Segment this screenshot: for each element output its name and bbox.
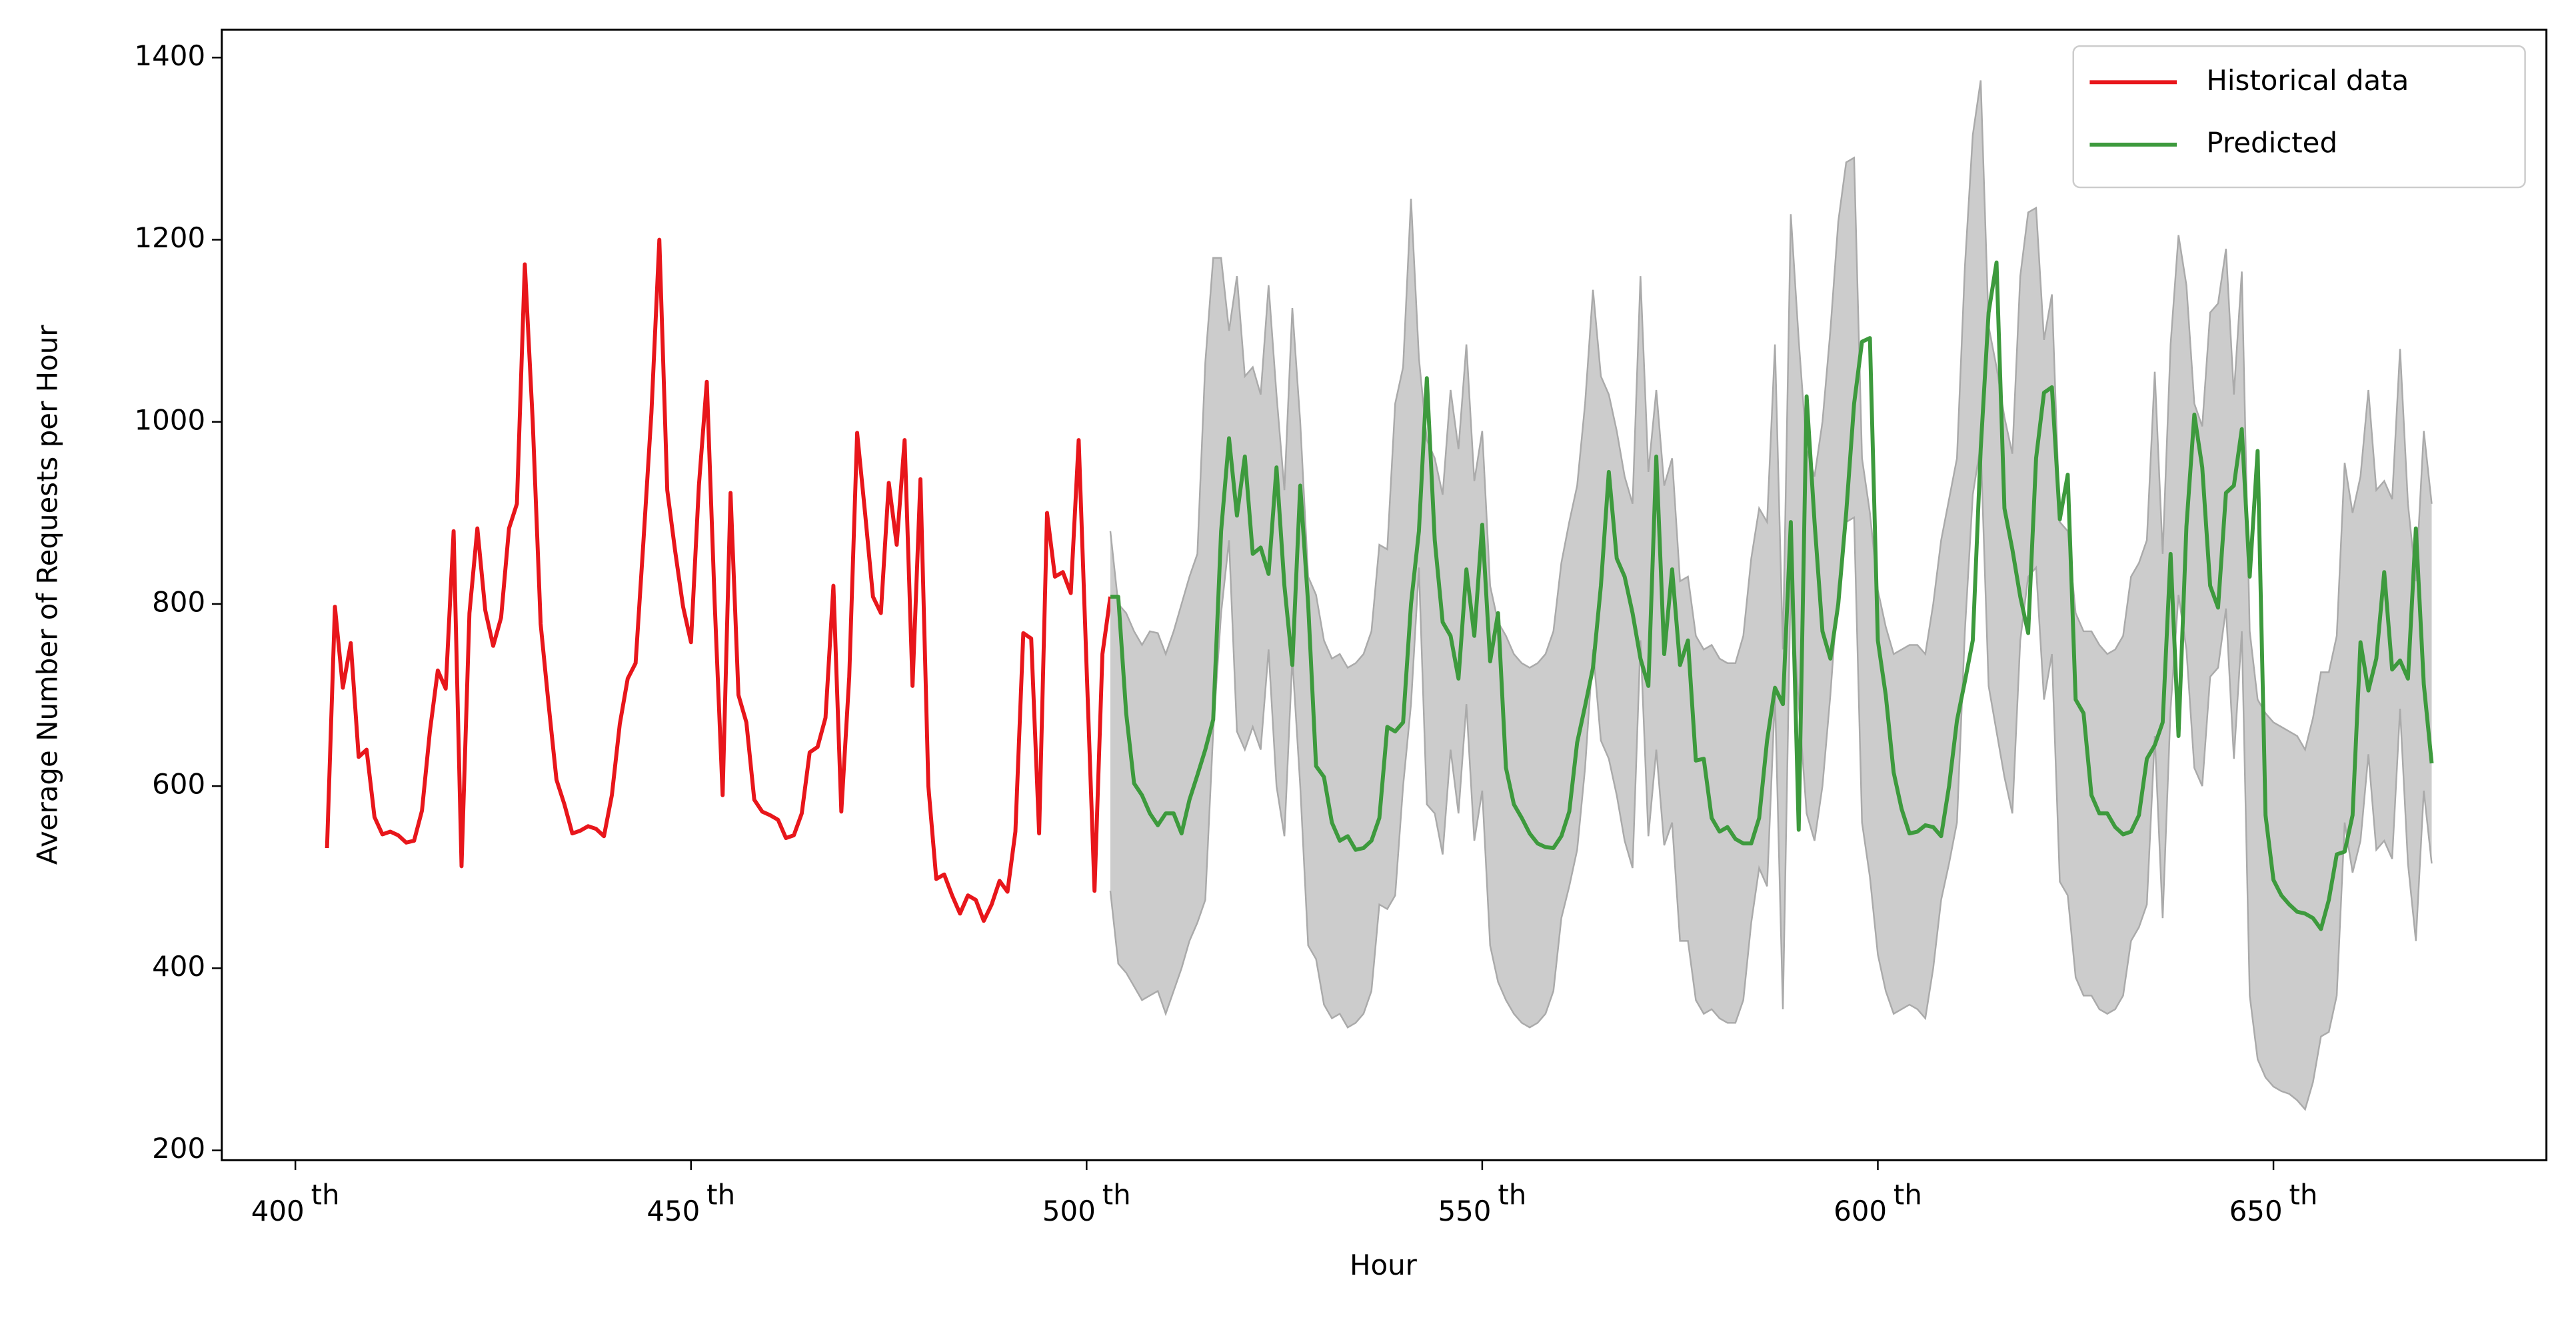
axes-frame [221,28,2548,1161]
y-tick-label: 1400 [135,39,206,72]
plot-area [325,80,2434,1111]
band-lower-edge [1109,444,2433,1111]
x-axis-label: Hour [1350,1249,1418,1281]
x-tick-label: 550th [1438,1178,1526,1227]
legend-label: Historical data [2206,64,2409,97]
y-tick-label: 200 [152,1132,205,1165]
legend-box [2072,45,2526,189]
y-tick-label: 400 [152,950,205,983]
x-tick-label: 600th [1834,1178,1922,1227]
x-tick-label: 650th [2229,1178,2318,1227]
x-tick-label: 450th [646,1178,735,1227]
y-tick-label: 1000 [135,403,206,436]
legend-label: Predicted [2206,126,2337,159]
x-tick-label: 500th [1042,1178,1131,1227]
x-tick-label: 400th [251,1178,340,1227]
data-line [1110,260,2434,931]
data-line [325,237,1112,923]
confidence-band [1110,80,2432,1110]
band-upper-edge [1109,80,2433,752]
y-tick-label: 1200 [135,221,206,254]
y-axis-label: Average Number of Requests per Hour [31,325,63,865]
y-tick-label: 600 [152,768,205,801]
y-tick-label: 800 [152,585,205,618]
